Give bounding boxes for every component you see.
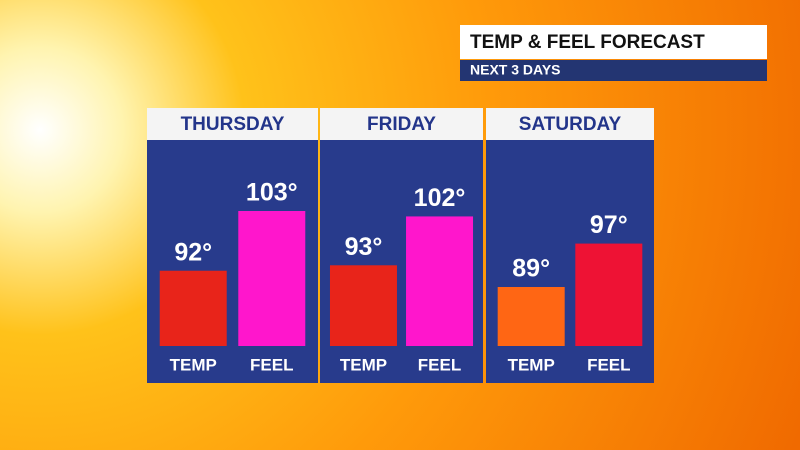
bar [238,211,306,346]
value-label: 92° [174,238,212,266]
value-label: 89° [512,255,550,283]
value-label: 103° [246,179,298,207]
bar [329,265,397,346]
value-label: 93° [345,233,383,261]
chart-subtitle: NEXT 3 DAYS [470,62,561,78]
category-label: FRIDAY [367,114,436,135]
chart-title: TEMP & FEEL FORECAST [470,32,705,53]
series-label: TEMP [340,355,387,374]
panel-header [147,108,318,140]
panel-header [486,108,654,140]
bar [575,243,643,346]
series-label: FEEL [587,355,630,374]
series-label: FEEL [250,355,293,374]
value-label: 102° [414,184,466,212]
subtitle-box [460,60,767,81]
panel-header [320,108,483,140]
bar [497,287,565,346]
category-label: SATURDAY [519,114,622,135]
series-label: FEEL [418,355,461,374]
bar [406,216,474,346]
title-box [460,25,767,59]
value-label: 97° [590,211,628,239]
category-label: THURSDAY [181,114,285,135]
series-label: TEMP [170,355,217,374]
series-label: TEMP [508,355,555,374]
bar [159,270,227,346]
